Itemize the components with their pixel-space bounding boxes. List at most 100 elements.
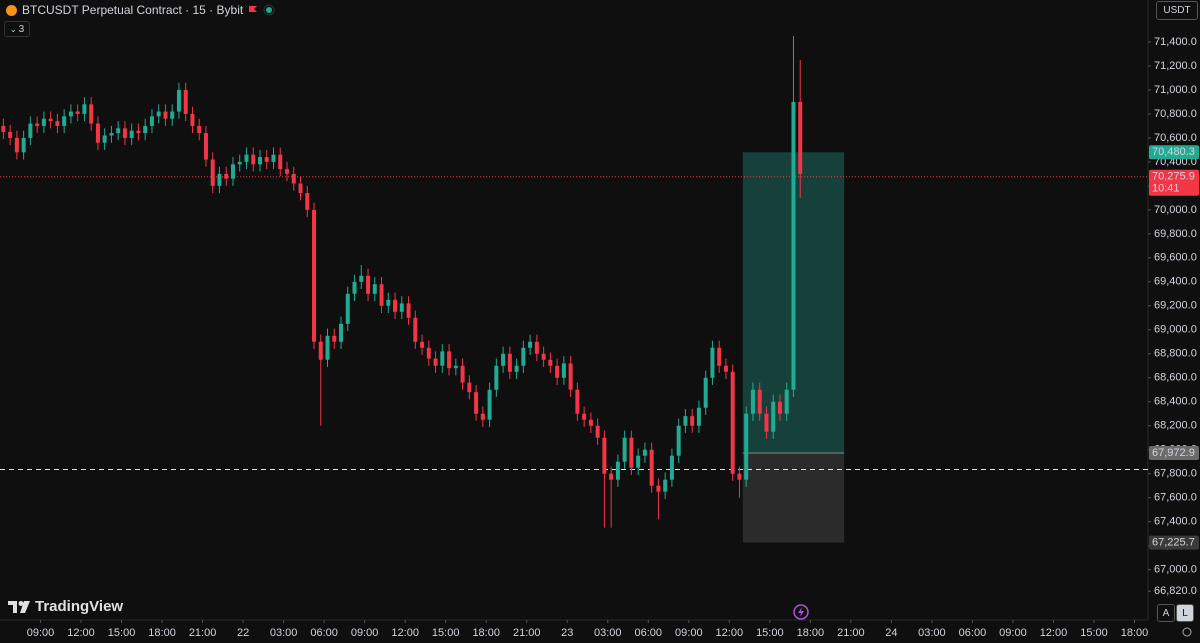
x-tick-label: 15:00 <box>432 627 460 639</box>
candle-body <box>264 157 269 162</box>
x-tick-label: 03:00 <box>270 627 298 639</box>
candle-body <box>325 335 330 360</box>
candle-body <box>676 425 681 456</box>
candle-body <box>251 154 256 165</box>
candle-body <box>744 413 749 480</box>
candle-body <box>561 363 566 378</box>
candle-body <box>703 377 708 408</box>
candle-body <box>210 159 215 186</box>
y-tick-label: 67,000.0 <box>1154 564 1197 576</box>
candle-body <box>217 173 222 186</box>
candle-body <box>21 137 26 153</box>
candle-body <box>629 437 634 468</box>
candle-body <box>62 116 67 126</box>
candle-body <box>501 353 506 366</box>
candle-body <box>447 351 452 369</box>
candle-body <box>163 111 168 119</box>
candle-body <box>345 293 350 324</box>
candle-body <box>170 111 175 119</box>
entry-label: 67,972.9 <box>1152 447 1195 459</box>
candle-body <box>68 111 73 117</box>
candle-body <box>615 461 620 480</box>
x-tick-label: 06:00 <box>959 627 987 639</box>
auto-scale-button[interactable]: A <box>1157 604 1175 622</box>
candle-body <box>352 281 357 294</box>
y-tick-label: 68,800.0 <box>1154 348 1197 360</box>
target-label: 70,480.3 <box>1152 146 1195 158</box>
candle-body <box>89 104 94 124</box>
candle-body <box>176 89 181 112</box>
y-tick-label: 70,800.0 <box>1154 108 1197 120</box>
x-tick-label: 12:00 <box>391 627 419 639</box>
candle-body <box>298 183 303 194</box>
x-tick-label: 21:00 <box>513 627 541 639</box>
x-tick-label: 09:00 <box>351 627 379 639</box>
candle-body <box>35 123 40 126</box>
alert-icon[interactable] <box>793 604 809 620</box>
x-tick-label: 12:00 <box>67 627 95 639</box>
candle-body <box>48 118 53 122</box>
candle-body <box>230 164 235 179</box>
x-tick-label: 22 <box>237 627 249 639</box>
y-tick-label: 69,600.0 <box>1154 252 1197 264</box>
candle-body <box>521 347 526 366</box>
candle-body <box>656 485 661 492</box>
candle-body <box>771 401 776 432</box>
last-price-bg <box>1149 169 1199 196</box>
x-tick-label: 18:00 <box>797 627 825 639</box>
log-scale-label: L <box>1182 607 1188 619</box>
candle-body <box>237 161 242 165</box>
candle-body <box>393 299 398 312</box>
candle-body <box>14 137 19 153</box>
candle-body <box>474 392 479 414</box>
y-tick-label: 68,600.0 <box>1154 372 1197 384</box>
candle-body <box>102 135 107 143</box>
currency-button[interactable]: USDT <box>1156 1 1198 20</box>
plot-area <box>0 35 1148 543</box>
candle-body <box>95 123 100 143</box>
log-scale-button[interactable]: L <box>1176 604 1194 622</box>
candle-body <box>406 303 411 318</box>
candle-body <box>386 299 391 306</box>
y-tick-label: 71,000.0 <box>1154 84 1197 96</box>
candle-body <box>332 335 337 342</box>
candle-body <box>257 157 262 165</box>
indicator-toggle[interactable]: ⌄ 3 <box>4 21 30 37</box>
candle-body <box>798 101 803 174</box>
candle-body <box>122 128 127 138</box>
candle-body <box>595 425 600 438</box>
candle-body <box>534 341 539 354</box>
candle-body <box>420 341 425 348</box>
x-tick-label: 09:00 <box>999 627 1027 639</box>
y-tick-label: 67,600.0 <box>1154 492 1197 504</box>
y-tick-label: 69,000.0 <box>1154 324 1197 336</box>
candle-body <box>730 371 735 474</box>
y-tick-label: 68,400.0 <box>1154 396 1197 408</box>
flag-icon <box>249 6 258 12</box>
candle-body <box>1 125 6 132</box>
candle-body <box>602 437 607 474</box>
indicator-count: 3 <box>18 23 25 35</box>
loss-zone <box>742 452 845 543</box>
candle-body <box>636 455 641 468</box>
x-tick-label: 21:00 <box>189 627 217 639</box>
y-tick-label: 69,400.0 <box>1154 276 1197 288</box>
candle-body <box>129 130 134 138</box>
x-tick-label: 18:00 <box>472 627 500 639</box>
last-price-label: 70,275.9 <box>1152 171 1195 183</box>
candle-body <box>683 416 688 426</box>
settings-icon[interactable] <box>1182 627 1192 637</box>
y-tick-label: 68,200.0 <box>1154 420 1197 432</box>
candle-body <box>82 104 87 114</box>
target-label-bg <box>1149 145 1199 160</box>
x-tick-label: 06:00 <box>635 627 663 639</box>
candle-body <box>149 116 154 126</box>
candle-body <box>156 111 161 117</box>
candle-body <box>541 353 546 360</box>
candle-body <box>588 419 593 426</box>
candle-body <box>305 193 310 210</box>
candle-body <box>663 479 668 492</box>
candle-body <box>487 389 492 420</box>
